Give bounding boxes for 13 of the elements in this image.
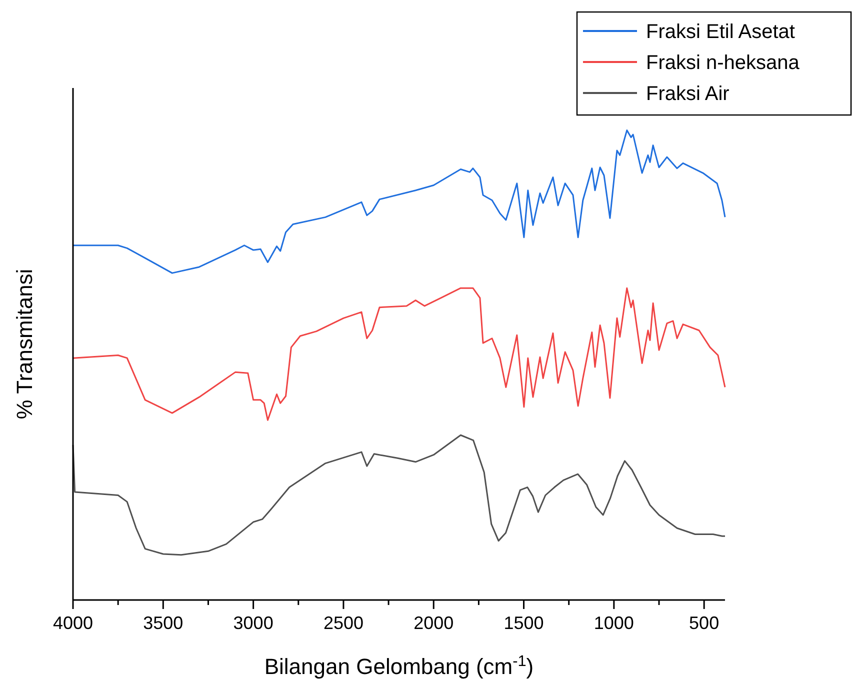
x-tick-label: 1500 (504, 613, 544, 633)
x-tick-label: 3000 (233, 613, 274, 633)
x-axis-title: Bilangan Gelombang (cm$^{-1}$) (264, 652, 534, 679)
legend-label: Fraksi n-heksana (646, 52, 800, 74)
y-axis-title: % Transmitansi (12, 268, 37, 420)
x-tick-label: 3500 (143, 613, 184, 633)
x-tick-label: 1000 (594, 613, 634, 633)
x-tick-label: 500 (689, 613, 720, 633)
x-tick-label: 4000 (52, 613, 94, 633)
legend-label: Fraksi Air (646, 83, 730, 105)
x-tick-label: 2500 (323, 613, 364, 633)
legend-label: Fraksi Etil Asetat (646, 21, 796, 43)
x-tick-label: 2000 (414, 613, 454, 633)
